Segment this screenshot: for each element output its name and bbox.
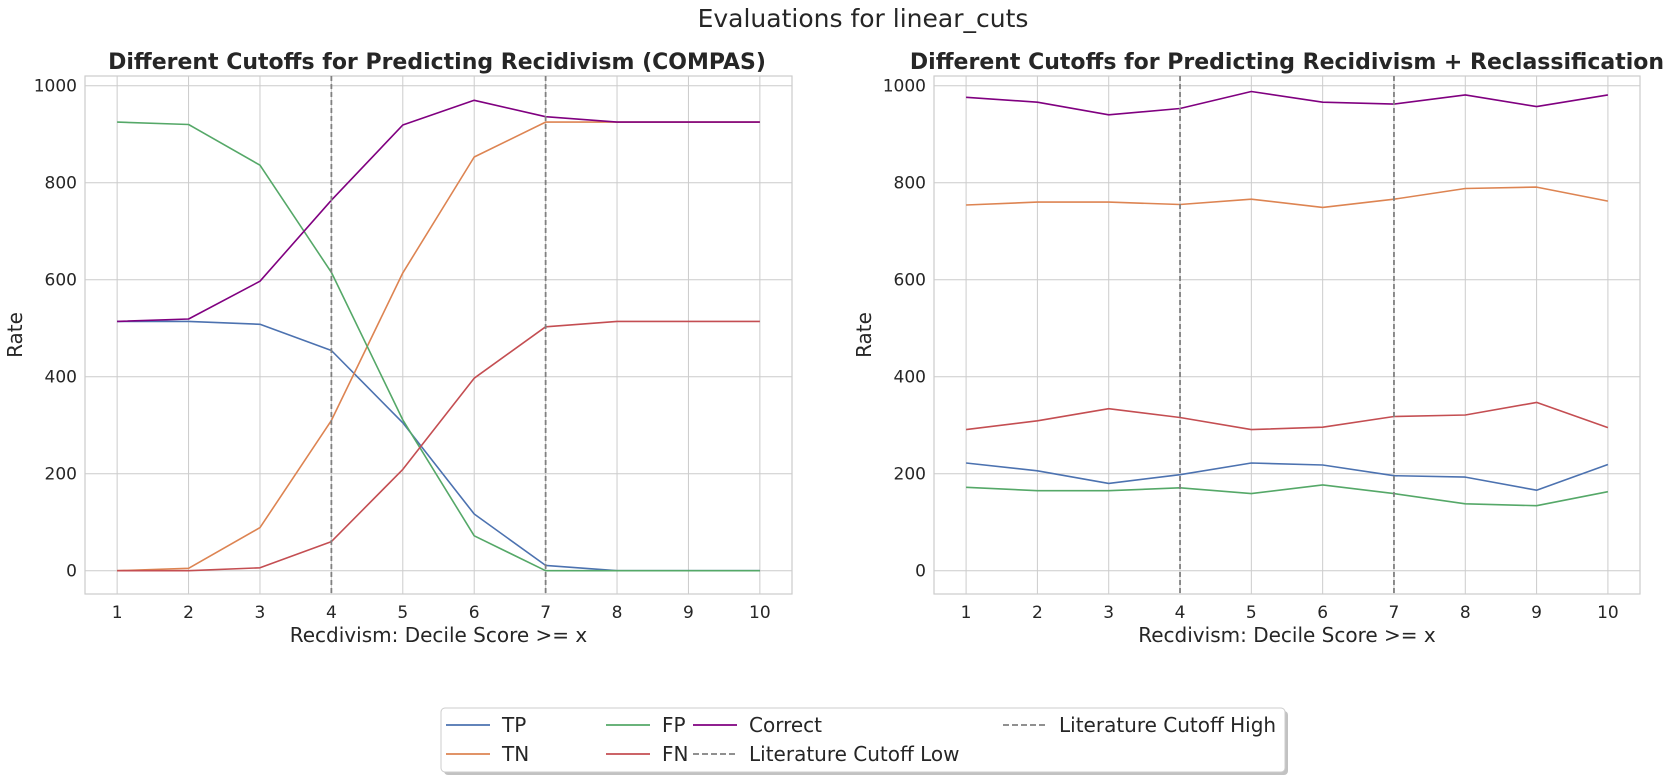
y-axis-label: Rate [852,312,876,358]
series-line-fp [117,121,760,572]
x-tick-label: 4 [326,603,337,623]
y-tick-label: 400 [45,368,77,388]
y-tick-label: 200 [894,465,926,485]
x-tick-label: 3 [255,603,266,623]
x-tick-label: 9 [1531,603,1542,623]
series-line-tn [966,186,1609,209]
x-tick-label: 8 [1460,603,1471,623]
y-tick-label: 800 [45,174,77,194]
x-tick-label: 5 [397,603,408,623]
x-tick-label: 1 [112,603,123,623]
plot-frame [933,75,1641,595]
x-tick-label: 6 [469,603,480,623]
series-line-correct [966,90,1609,116]
chart-title: Different Cutoffs for Predicting Recidiv… [910,50,1664,75]
y-tick-label: 600 [894,271,926,291]
y-tick-label: 1000 [883,77,926,97]
y-tick-label: 800 [894,174,926,194]
series-line-correct [117,99,760,323]
x-tick-label: 2 [1032,603,1043,623]
legend: TP TN FP FN Correct Literature Cutoff Low Lite… [440,707,1288,775]
x-tick-label: 6 [1317,603,1328,623]
series-line-fn [966,401,1609,431]
x-tick-label: 1 [961,603,972,623]
x-axis-label: Recdivism: Decile Score >= x [1138,623,1436,647]
series-line-fn [117,320,760,572]
legend-label: Correct [749,713,822,737]
legend-label: FN [662,742,688,766]
series-line-tn [117,121,760,572]
legend-label: TN [501,742,529,766]
x-tick-label: 2 [183,603,194,623]
x-tick-label: 5 [1246,603,1257,623]
y-tick-label: 1000 [34,77,77,97]
y-tick-label: 200 [45,465,77,485]
x-axis-label: Recdivism: Decile Score >= x [290,623,588,647]
y-tick-label: 0 [915,562,926,582]
x-tick-label: 9 [683,603,694,623]
series-line-tp [117,320,760,572]
x-tick-label: 4 [1175,603,1186,623]
figure-title: Evaluations for linear_cuts [698,4,1029,33]
y-tick-label: 400 [894,368,926,388]
y-tick-label: 0 [66,562,77,582]
legend-box [440,707,1286,773]
chart-panel-compas: 1 2 3 4 5 6 7 8 9 10 0 200 400 600 800 1000 Different Cu… [3,50,793,647]
x-tick-label: 3 [1103,603,1114,623]
x-tick-label: 8 [612,603,623,623]
x-tick-label: 7 [540,603,551,623]
legend-label: TP [501,713,526,737]
x-tick-label: 10 [749,603,771,623]
x-tick-label: 7 [1389,603,1400,623]
series-line-tp [966,462,1609,492]
y-tick-label: 600 [45,271,77,291]
plot-frame [84,75,793,595]
y-axis-label: Rate [3,312,27,358]
legend-label: Literature Cutoff Low [749,742,960,766]
chart-title: Different Cutoffs for Predicting Recidiv… [108,50,766,75]
series-line-fp [966,484,1609,507]
x-tick-label: 10 [1597,603,1619,623]
legend-label: FP [662,713,686,737]
legend-label: Literature Cutoff High [1059,713,1276,737]
